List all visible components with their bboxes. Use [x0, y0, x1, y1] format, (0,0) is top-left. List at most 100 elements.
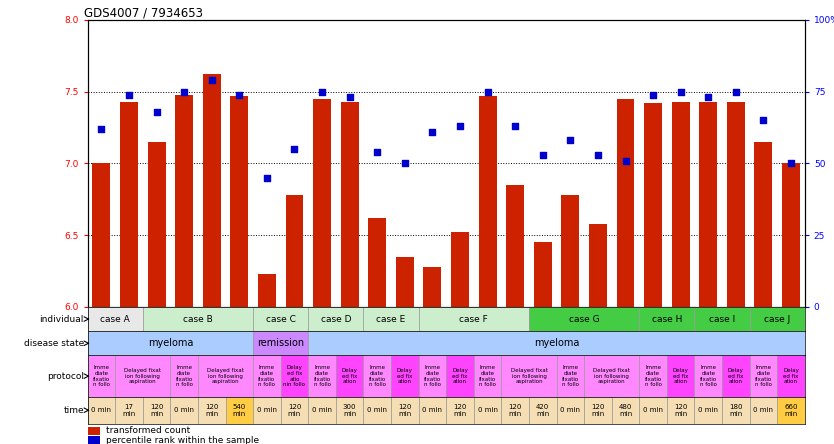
Bar: [501, 355, 556, 397]
Text: 0 min: 0 min: [92, 407, 112, 413]
Text: Delay
ed fix
ation: Delay ed fix ation: [452, 368, 468, 385]
Bar: [143, 397, 170, 424]
Point: [729, 88, 742, 95]
Bar: [88, 307, 143, 331]
Point: [536, 151, 550, 159]
Bar: [699, 102, 717, 307]
Text: 120
min: 120 min: [509, 404, 522, 417]
Bar: [230, 96, 249, 307]
Bar: [253, 331, 309, 355]
Text: case D: case D: [320, 314, 351, 324]
Bar: [253, 397, 281, 424]
Bar: [640, 355, 667, 397]
Bar: [561, 195, 580, 307]
Bar: [309, 307, 364, 331]
Bar: [309, 331, 805, 355]
Text: remission: remission: [257, 338, 304, 348]
Bar: [479, 96, 496, 307]
Text: Delayed fixat
ion following
aspiration: Delayed fixat ion following aspiration: [593, 368, 631, 385]
Bar: [777, 397, 805, 424]
Text: Imme
diate
fixatio
n follo: Imme diate fixatio n follo: [645, 365, 661, 387]
Text: Delay
ed fix
ation: Delay ed fix ation: [783, 368, 799, 385]
Point: [288, 146, 301, 153]
Bar: [695, 355, 722, 397]
Text: Delay
ed fix
atio
nin follo: Delay ed fix atio nin follo: [284, 365, 305, 387]
Point: [646, 91, 660, 98]
Bar: [750, 355, 777, 397]
Bar: [474, 355, 501, 397]
Bar: [667, 355, 695, 397]
Bar: [391, 355, 419, 397]
Point: [233, 91, 246, 98]
Bar: [695, 397, 722, 424]
Bar: [722, 355, 750, 397]
Point: [674, 88, 687, 95]
Text: Delay
ed fix
ation: Delay ed fix ation: [673, 368, 689, 385]
Text: 17
min: 17 min: [123, 404, 136, 417]
Text: Imme
diate
fixatio
n follo: Imme diate fixatio n follo: [700, 365, 717, 387]
Bar: [170, 355, 198, 397]
Text: Imme
diate
fixatio
n follo: Imme diate fixatio n follo: [479, 365, 496, 387]
Text: myeloma: myeloma: [534, 338, 580, 348]
Text: Imme
diate
fixatio
n follo: Imme diate fixatio n follo: [175, 365, 193, 387]
Text: GDS4007 / 7934653: GDS4007 / 7934653: [84, 7, 203, 20]
Point: [591, 151, 605, 159]
Text: percentile rank within the sample: percentile rank within the sample: [105, 436, 259, 444]
Bar: [640, 397, 667, 424]
Text: 0 min: 0 min: [478, 407, 498, 413]
Point: [315, 88, 329, 95]
Bar: [115, 355, 170, 397]
Text: Delayed fixat
ion following
aspiration: Delayed fixat ion following aspiration: [124, 368, 161, 385]
Bar: [143, 307, 253, 331]
Point: [150, 108, 163, 115]
Bar: [671, 102, 690, 307]
Text: disease state: disease state: [23, 339, 84, 348]
Text: 0 min: 0 min: [560, 407, 580, 413]
Text: 0 min: 0 min: [367, 407, 387, 413]
Bar: [474, 397, 501, 424]
Bar: [203, 75, 221, 307]
Text: Imme
diate
fixatio
n follo: Imme diate fixatio n follo: [424, 365, 441, 387]
Text: 660
min: 660 min: [784, 404, 798, 417]
Bar: [755, 142, 772, 307]
Text: Imme
diate
fixatio
n follo: Imme diate fixatio n follo: [755, 365, 772, 387]
Text: Delay
ed fix
ation: Delay ed fix ation: [728, 368, 744, 385]
Bar: [175, 95, 193, 307]
Point: [205, 77, 219, 84]
Text: 180
min: 180 min: [729, 404, 742, 417]
Point: [619, 157, 632, 164]
Bar: [93, 163, 110, 307]
Bar: [88, 427, 100, 435]
Bar: [285, 195, 304, 307]
Bar: [419, 355, 446, 397]
Bar: [88, 331, 253, 355]
Bar: [589, 224, 607, 307]
Bar: [451, 232, 469, 307]
Bar: [148, 142, 165, 307]
Bar: [115, 397, 143, 424]
Bar: [281, 355, 309, 397]
Text: Delay
ed fix
ation: Delay ed fix ation: [342, 368, 358, 385]
Text: 420
min: 420 min: [536, 404, 550, 417]
Point: [784, 160, 797, 167]
Bar: [722, 397, 750, 424]
Text: transformed count: transformed count: [105, 426, 190, 435]
Bar: [750, 307, 805, 331]
Bar: [88, 436, 100, 444]
Text: case F: case F: [460, 314, 488, 324]
Bar: [777, 355, 805, 397]
Bar: [309, 355, 336, 397]
Text: time: time: [63, 406, 84, 415]
Bar: [640, 307, 695, 331]
Text: 0 min: 0 min: [643, 407, 663, 413]
Text: 0 min: 0 min: [257, 407, 277, 413]
Text: 120
min: 120 min: [454, 404, 467, 417]
Bar: [198, 397, 225, 424]
Text: 300
min: 300 min: [343, 404, 356, 417]
Text: 480
min: 480 min: [619, 404, 632, 417]
Bar: [198, 355, 253, 397]
Text: case H: case H: [651, 314, 682, 324]
Text: 0 min: 0 min: [753, 407, 773, 413]
Point: [509, 123, 522, 130]
Text: Imme
diate
fixatio
n follo: Imme diate fixatio n follo: [259, 365, 275, 387]
